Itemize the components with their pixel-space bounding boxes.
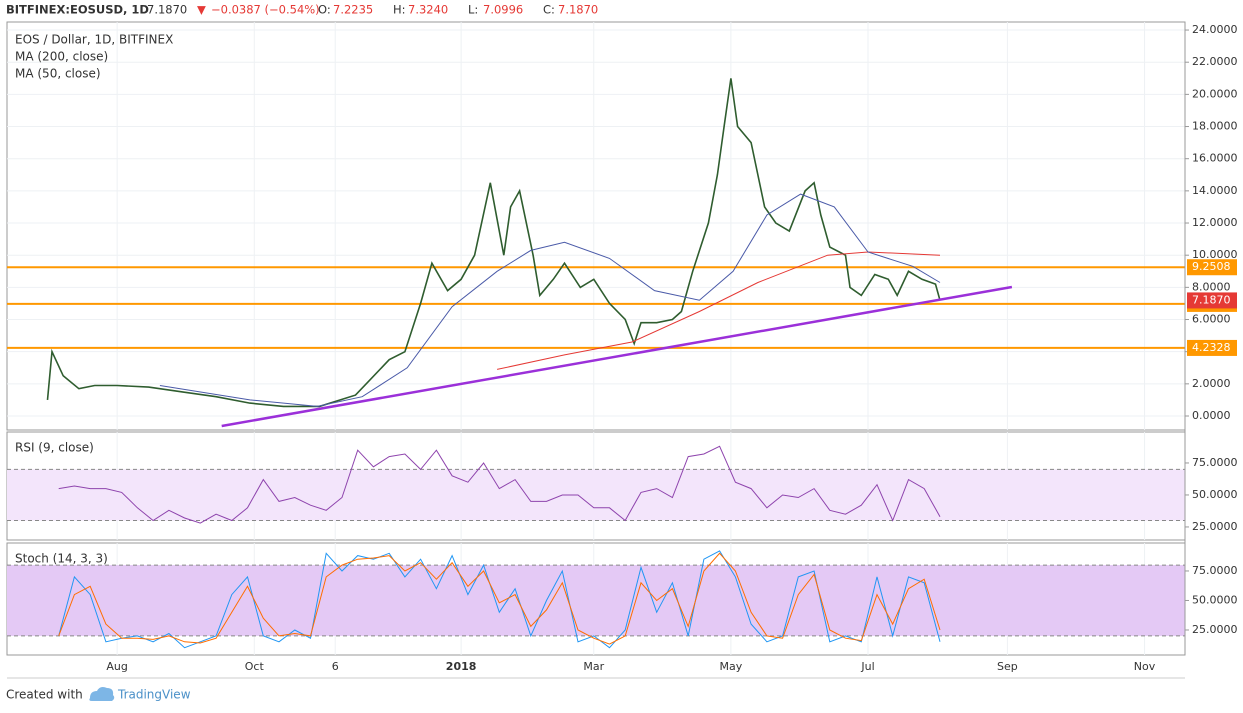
series-line (46, 78, 941, 408)
y-tick-label: 20.0000 (1192, 87, 1238, 100)
x-tick-label: Oct (245, 660, 265, 673)
ohlc-key: H: (393, 3, 406, 17)
legend-entry: EOS / Dollar, 1D, BITFINEX (15, 33, 173, 47)
y-tick-label: 25.0000 (1192, 623, 1238, 636)
pane-title: Stoch (14, 3, 3) (15, 552, 108, 566)
series-line (58, 550, 941, 649)
last-price-label: 7.1870 (1192, 293, 1231, 306)
band (7, 565, 1185, 636)
ohlc-value: 7.0996 (483, 3, 523, 17)
last-price: 7.1870 (147, 3, 187, 17)
y-tick-label: 18.0000 (1192, 120, 1238, 133)
level-label: 9.2508 (1192, 260, 1231, 273)
ohlc-key: L: (468, 3, 478, 17)
pane-title: RSI (9, close) (15, 441, 94, 455)
ohlc-value: 7.2235 (333, 3, 373, 17)
ohlc-value: 7.3240 (408, 3, 448, 17)
footer-logo (89, 687, 115, 701)
x-tick-label: Nov (1134, 660, 1156, 673)
x-tick-label: May (720, 660, 743, 673)
y-tick-label: 75.0000 (1192, 564, 1238, 577)
legend-entry: MA (50, close) (15, 67, 101, 81)
last-price-box (1187, 292, 1237, 309)
x-tick-label: Aug (106, 660, 127, 673)
ohlc-key: C: (543, 3, 555, 17)
series-line (159, 193, 941, 407)
y-tick-label: 8.0000 (1192, 280, 1231, 293)
x-tick-label: Sep (997, 660, 1018, 673)
x-tick-label: Jul (860, 660, 874, 673)
y-tick-label: 10.0000 (1192, 248, 1238, 261)
series-line (58, 445, 941, 524)
y-tick-label: 2.0000 (1192, 377, 1231, 390)
band (7, 469, 1185, 521)
y-tick-label: 50.0000 (1192, 593, 1238, 606)
change: −0.0387 (−0.54%) (211, 3, 320, 17)
series-line (496, 251, 941, 370)
y-tick-label: 14.0000 (1192, 184, 1238, 197)
footer-created: Created with (6, 688, 83, 702)
legend-entry: MA (200, close) (15, 50, 108, 64)
y-tick-label: 75.0000 (1192, 456, 1238, 469)
y-tick-label: 22.0000 (1192, 55, 1238, 68)
x-tick-label: 6 (332, 660, 339, 673)
logo-cloud (89, 687, 115, 701)
x-tick-label: 2018 (446, 660, 477, 673)
series-line (58, 552, 941, 645)
y-tick-label: 25.0000 (1192, 520, 1238, 533)
level-label-box (1187, 259, 1237, 276)
plot-area: 0.00002.00004.00006.00008.000010.000012.… (6, 21, 1238, 679)
ohlc: O: 7.2235 H: 7.3240 L: 7.0996 C: 7.1870 (318, 3, 598, 17)
y-tick-label: 6.0000 (1192, 313, 1231, 326)
change-arrow: ▼ (197, 3, 206, 17)
level-label: 4.2328 (1192, 341, 1231, 354)
ohlc-key: O: (318, 3, 331, 17)
trendline (221, 285, 1013, 428)
x-tick-label: Mar (583, 660, 604, 673)
y-tick-label: 24.0000 (1192, 23, 1238, 36)
y-tick-label: 12.0000 (1192, 216, 1238, 229)
symbol: BITFINEX:EOSUSD, 1D (6, 3, 149, 17)
y-tick-label: 0.0000 (1192, 409, 1231, 422)
ohlc-value: 7.1870 (558, 3, 598, 17)
footer-brand[interactable]: TradingView (117, 688, 191, 702)
y-tick-label: 16.0000 (1192, 152, 1238, 165)
level-label-box (1187, 339, 1237, 356)
y-tick-label: 50.0000 (1192, 488, 1238, 501)
